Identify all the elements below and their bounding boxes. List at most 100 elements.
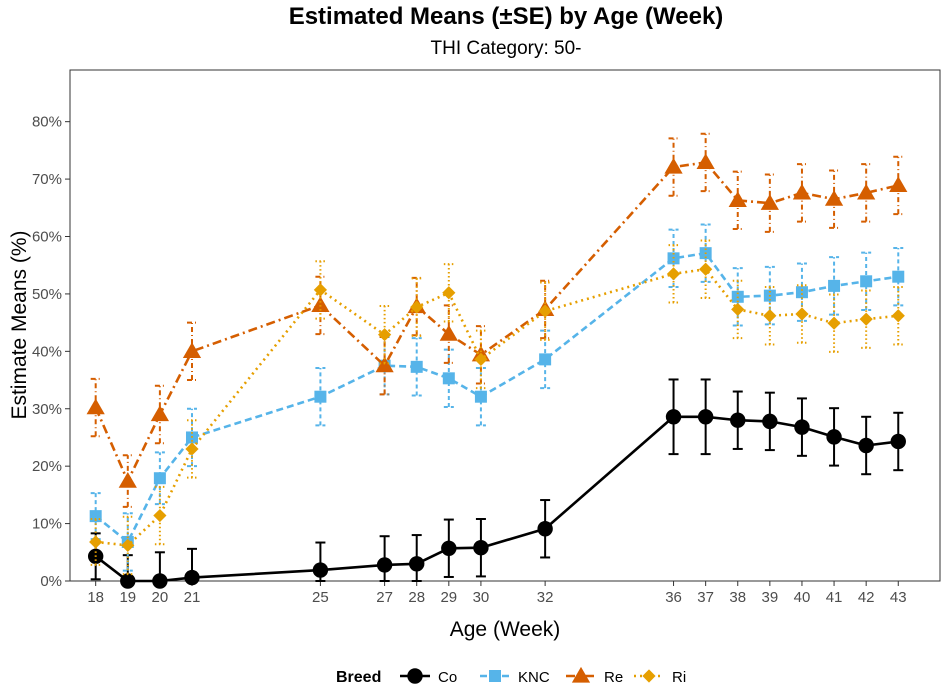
data-point [858,437,874,454]
data-point [859,312,873,326]
plot-panel-border [69,69,941,582]
data-point [474,390,487,403]
legend-key-marker [571,666,591,683]
data-point [697,409,714,425]
data-point [473,539,489,556]
data-point [762,413,778,430]
data-point [795,286,808,299]
data-point [86,398,105,415]
legend-key-marker [407,668,423,684]
data-point [891,309,905,323]
legend-item-knc: KNC [480,669,550,686]
data-point [314,390,327,403]
x-tick-label: 40 [794,589,811,606]
legend-label: KNC [518,669,550,686]
data-point [312,562,329,578]
data-point [375,356,394,373]
data-point [828,279,841,292]
data-point [150,405,170,422]
data-point [439,324,458,341]
y-tick-label: 50% [32,286,62,303]
data-point [699,262,713,276]
x-tick-label: 32 [537,589,554,606]
x-tick-label: 27 [376,589,393,606]
x-tick-label: 30 [473,589,490,606]
data-point [378,328,392,342]
data-point [118,471,137,488]
data-point [763,309,777,323]
data-point [696,153,715,170]
x-axis: 18 19 20 21 25 27 28 29 30 32 36 37 38 39 40 41 42 43 [87,581,907,606]
legend-label: Co [438,669,457,686]
legend-label: Re [604,669,623,686]
data-point [185,442,199,456]
data-point [890,433,906,450]
data-point [89,535,103,549]
y-axis: 0% 10% 20% 30% 40% 50% 60% 70% 80% [32,114,70,590]
x-tick-label: 36 [665,589,682,606]
series-re [86,132,908,508]
data-point [538,304,552,318]
legend-label: Ri [672,669,686,686]
data-point [665,409,682,425]
data-point [311,296,330,313]
legend: Breed Co KNC Re Ri [336,666,686,686]
data-point [184,569,200,586]
data-point [892,270,905,283]
series-line [95,267,899,547]
data-point [376,557,393,573]
legend-item-co: Co [400,668,457,686]
chart-subtitle: THI Category: 50- [431,38,582,59]
data-point [313,283,328,297]
plot-area: 0% 10% 20% 30% 40% 50% 60% 70% 80% 18 19 20 21 25 27 2… [32,69,941,606]
data-point [410,360,423,373]
data-point [728,191,747,207]
data-point [442,286,456,300]
data-point [153,472,166,485]
data-point [539,353,552,366]
data-point [760,194,779,210]
data-point [120,573,136,589]
data-point [889,176,908,193]
x-tick-label: 39 [762,589,779,606]
x-tick-label: 18 [87,589,104,606]
data-point [826,429,842,445]
y-tick-label: 20% [32,458,62,475]
x-tick-label: 21 [184,589,201,606]
x-tick-label: 19 [119,589,136,606]
y-tick-label: 60% [32,229,62,246]
data-point [730,412,746,428]
data-point [409,556,425,572]
y-tick-label: 70% [32,171,62,188]
data-point [152,573,168,589]
y-tick-label: 40% [32,343,62,360]
data-point [182,342,202,358]
x-tick-label: 38 [729,589,746,606]
x-tick-label: 25 [312,589,329,606]
data-point [441,540,457,556]
legend-item-re: Re [566,666,623,686]
series-ri [89,239,905,576]
legend-key-marker [489,670,501,682]
x-axis-title: Age (Week) [450,618,561,641]
data-point [664,157,683,174]
series-layer [86,132,908,589]
x-tick-label: 43 [890,589,907,606]
data-point [410,300,424,314]
y-tick-label: 30% [32,401,62,418]
legend-title: Breed [336,669,381,686]
data-point [474,352,488,366]
data-point [860,275,873,288]
data-point [857,183,876,200]
data-point [121,538,135,553]
x-tick-label: 29 [440,589,457,606]
error-bar [90,517,101,566]
data-point [666,267,681,281]
x-tick-label: 20 [152,589,169,606]
x-tick-label: 42 [858,589,875,606]
data-point [795,307,809,321]
data-point [731,302,745,317]
series-line [94,251,899,544]
x-tick-label: 28 [408,589,425,606]
